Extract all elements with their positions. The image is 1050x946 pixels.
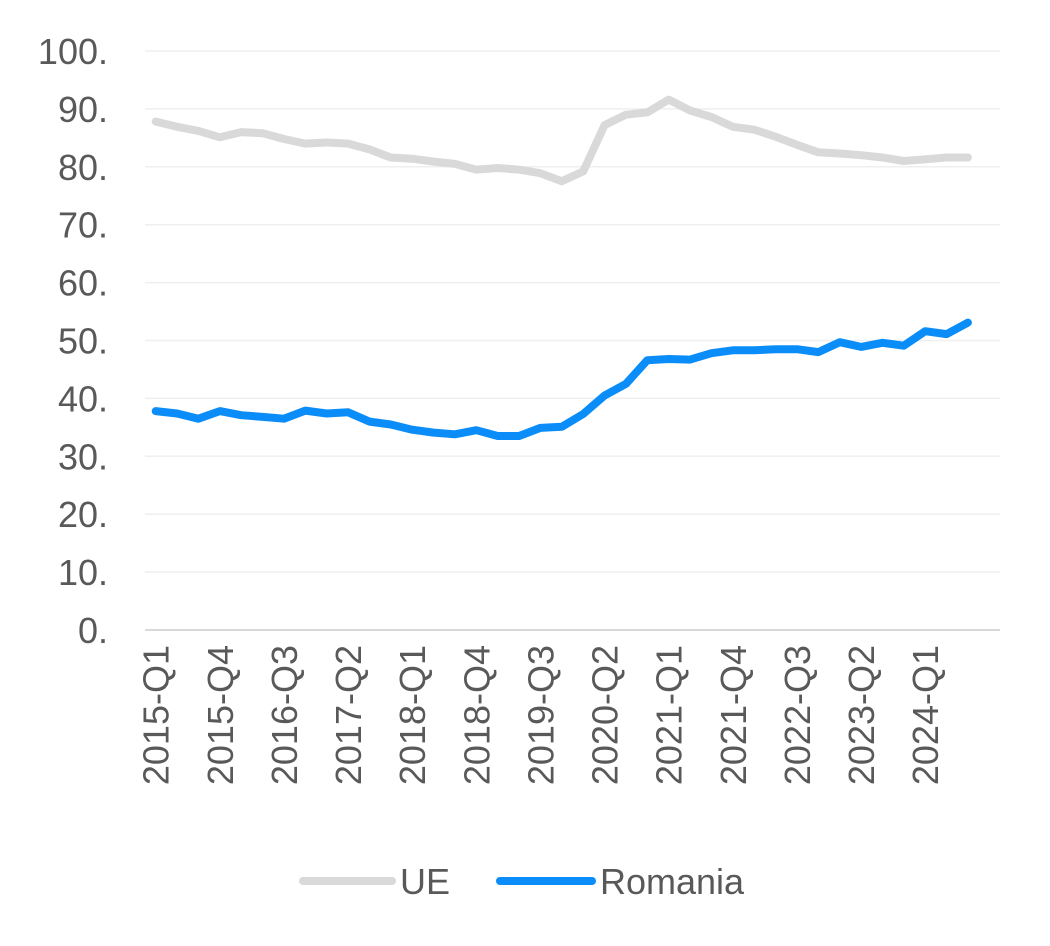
y-tick-label: 10. [58, 552, 108, 593]
series-layer [151, 95, 972, 440]
x-tick-label: 2018-Q4 [456, 645, 497, 785]
x-tick-label: 2016-Q3 [264, 645, 305, 785]
x-tick-label: 2020-Q2 [585, 645, 626, 785]
x-tick-label: 2024-Q1 [905, 645, 946, 785]
y-tick-label: 30. [58, 436, 108, 477]
x-tick-label: 2021-Q4 [713, 645, 754, 785]
legend: UE Romania [299, 861, 745, 902]
x-tick-label: 2022-Q3 [777, 645, 818, 785]
x-tick-label: 2021-Q1 [649, 645, 690, 785]
x-axis: 2015-Q1 2015-Q4 2016-Q3 2017-Q2 2018-Q1 2018-… [136, 645, 947, 785]
y-axis: 0. 10. 20. 30. 40. 50. 60. 70. 80. 90. 100. [38, 31, 108, 651]
x-tick-label: 2019-Q3 [520, 645, 561, 785]
legend-label-romania: Romania [600, 861, 745, 902]
y-tick-label: 50. [58, 321, 108, 362]
legend-label-ue: UE [400, 861, 450, 902]
x-tick-label: 2023-Q2 [841, 645, 882, 785]
y-tick-label: 40. [58, 378, 108, 419]
y-tick-label: 90. [58, 89, 108, 130]
y-tick-label: 20. [58, 494, 108, 535]
x-tick-label: 2018-Q1 [392, 645, 433, 785]
y-tick-label: 60. [58, 263, 108, 304]
y-tick-label: 80. [58, 147, 108, 188]
y-tick-label: 70. [58, 205, 108, 246]
y-tick-label: 100. [38, 31, 108, 72]
x-tick-label: 2015-Q1 [136, 645, 177, 785]
series-line-ue [151, 95, 972, 186]
x-tick-label: 2017-Q2 [328, 645, 369, 785]
series-line-romania [151, 318, 972, 440]
gridlines [145, 50, 1000, 631]
x-tick-label: 2015-Q4 [200, 645, 241, 785]
y-tick-label: 0. [78, 610, 108, 651]
